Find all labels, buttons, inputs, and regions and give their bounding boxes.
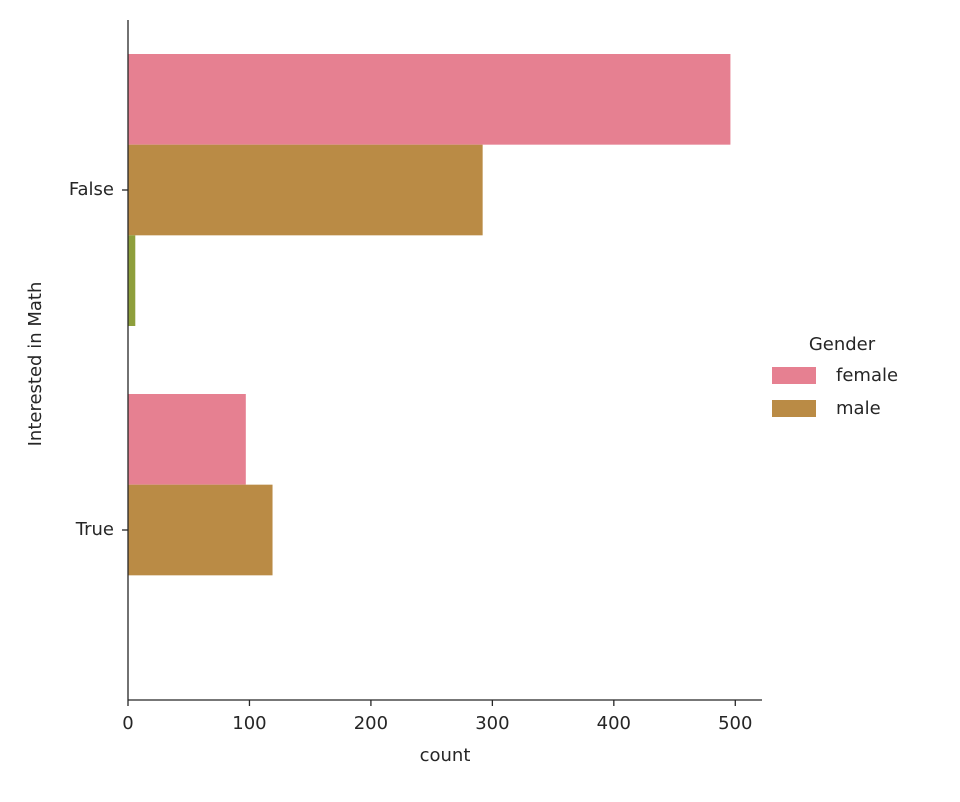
- legend-swatch: [772, 400, 816, 417]
- legend-label: female: [836, 365, 898, 386]
- bar: [128, 144, 483, 236]
- x-tick-label: 200: [354, 713, 388, 734]
- x-axis-label: count: [420, 745, 471, 766]
- legend-swatch: [772, 367, 816, 384]
- legend-label: male: [836, 398, 881, 419]
- bar: [128, 484, 273, 576]
- x-tick-label: 0: [122, 713, 133, 734]
- bar: [128, 54, 731, 145]
- y-tick-label: True: [75, 519, 114, 540]
- x-tick-label: 400: [597, 713, 631, 734]
- bar: [128, 235, 136, 326]
- legend-title: Gender: [809, 334, 876, 355]
- y-tick-label: False: [69, 179, 114, 200]
- bar: [128, 394, 246, 485]
- x-tick-label: 500: [718, 713, 752, 734]
- x-tick-label: 100: [232, 713, 266, 734]
- y-axis-label: Interested in Math: [25, 282, 46, 447]
- x-tick-label: 300: [475, 713, 509, 734]
